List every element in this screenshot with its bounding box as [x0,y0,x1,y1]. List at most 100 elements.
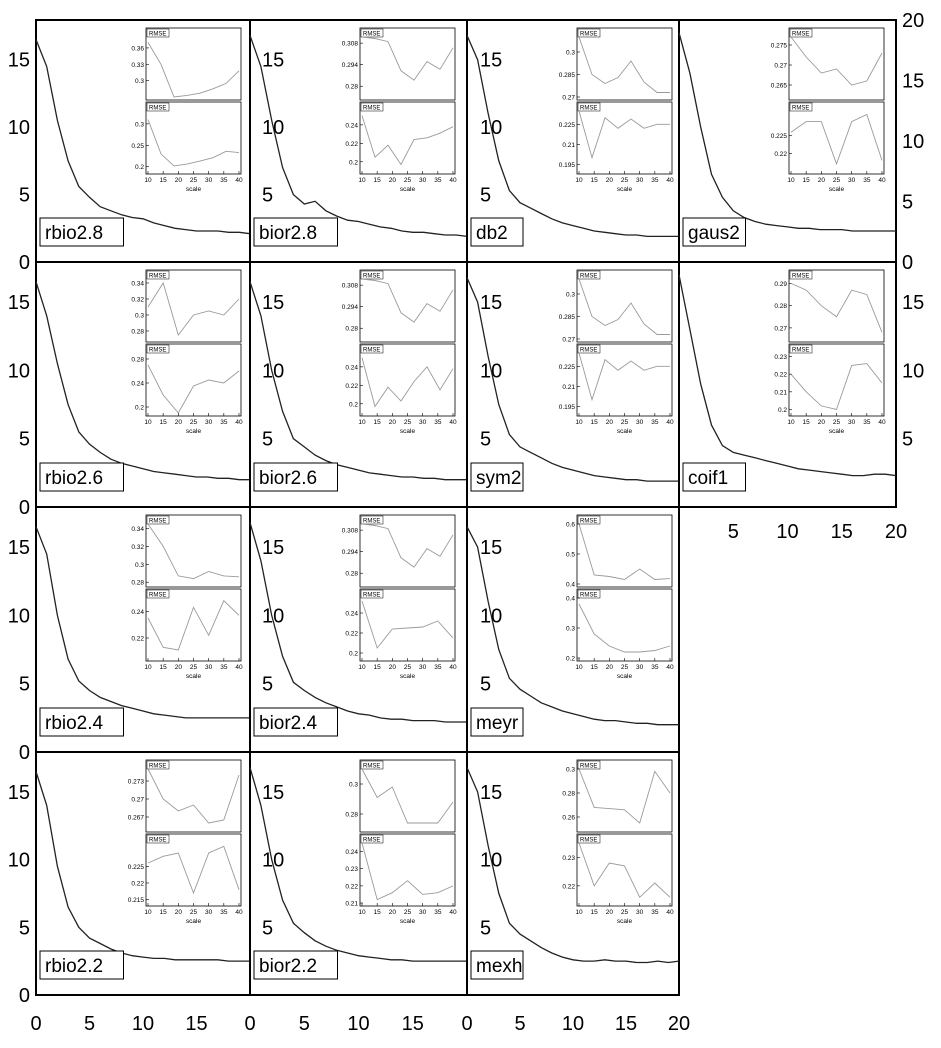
y-tick-label: 15 [8,50,30,72]
inset-x-tick-label: 40 [666,419,674,426]
inset-frame [145,27,242,101]
rmse-tag-text: RMSE [792,106,809,112]
inset-y-tick-label: 0.22 [345,383,358,390]
inset-x-tick-label: 10 [144,909,152,916]
rmse-tag-box [146,28,170,38]
rmse-tag-text: RMSE [363,348,380,354]
rmse-tag-text: RMSE [580,348,597,354]
y-tick-label: 5 [19,917,30,939]
inset-frame [145,759,242,833]
rmse-tag-box [146,270,170,280]
inset-x-tick-label: 20 [606,909,614,916]
inset-y-tick-label: 0.294 [342,304,359,311]
y-tick-label: 10 [480,605,502,627]
rmse-tag-text: RMSE [580,838,597,844]
x-tick-label: 0 [30,1013,41,1035]
rmse-tag-box [789,344,813,354]
inset-y-tick-label: 0.32 [131,297,144,304]
inset-x-axis-label: scale [400,186,416,193]
method-label: bior2.2 [253,950,338,980]
panel-sym2: sym2 RMSE 0.3 0.285 0.27 RMSE 0.225 0.21 0.195 10… [466,261,680,508]
inset-y-tick-label: 0.2 [349,159,358,166]
inset-top: RMSE 0.34 0.32 0.3 0.28 [131,269,242,343]
panel-bior2.2: bior2.2RMSE0.30.28RMSE0.240.230.220.2110… [249,751,468,996]
inset-y-tick-label: 0.27 [562,95,575,102]
inset-bottom: RMSE 0.225 0.21 0.195 10 15 20 25 30 35 40 scale [559,101,674,193]
method-label-text: gaus2 [688,223,740,244]
main-curve-line [35,39,251,235]
inset-x-tick-label: 20 [606,664,614,671]
inset-x-axis-label: scale [617,428,633,435]
y-tick-label: 5 [19,185,30,207]
inset-frame [788,269,885,343]
inset-x-tick-label: 25 [621,909,629,916]
method-label: coif1 [682,462,746,492]
inset-y-tick-label: 0.23 [345,866,358,873]
inset-top: RMSE 0.6 0.5 0.4 [566,514,673,589]
rmse-tag-text: RMSE [580,764,597,770]
inset-x-tick-label: 40 [235,419,243,426]
method-label-text: bior2.2 [259,956,317,977]
inset-y-tick-label: 0.22 [774,151,787,158]
inset-x-tick-label: 40 [878,419,886,426]
rmse-tag-text: RMSE [149,106,166,112]
inset-x-axis-label: scale [186,428,202,435]
right-y-axis: 0 5 10 15 20 5 10 15 [902,10,924,451]
x-tick-label: 10 [132,1013,154,1035]
inset-x-tick-label: 20 [175,909,183,916]
inset-y-tick-label: 0.267 [128,815,145,822]
inset-x-tick-label: 15 [591,419,599,426]
main-curve-line [466,35,679,238]
y-tick-label: 5 [262,674,273,696]
rmse-tag-text: RMSE [363,838,380,844]
inset-x-tick-label: 25 [621,664,629,671]
inset-y-tick-label: 0.34 [131,526,144,533]
x-tick-label: 5 [84,1013,95,1035]
method-label-text: meyr [476,713,519,734]
inset-x-axis-label: scale [829,186,845,193]
method-label-text: coif1 [688,468,728,489]
inset-x-axis-label: scale [617,186,633,193]
y-tick-label: 0 [902,252,913,274]
method-label-box [253,950,338,980]
inset-rmse-line [361,115,454,166]
rmse-tag-text: RMSE [792,32,809,38]
y-tick-label: 10 [8,360,30,382]
inset-bottom: RMSE 0.225 0.21 0.195 10 15 20 25 30 35 40 scale [559,343,674,435]
panel-gaus2: gaus2 RMSE 0.275 0.27 0.265 RMSE 0.225 0.22 10 15… [678,19,897,263]
inset-rmse-line [790,113,883,166]
x-tick-label: 5 [514,1013,525,1035]
inset-x-tick-label: 20 [175,419,183,426]
inset-y-tick-label: 0.4 [566,596,575,603]
method-label-text: rbio2.4 [45,713,104,734]
inset-rmse-line [361,768,454,824]
inset-x-tick-label: 15 [160,909,168,916]
x-tick-label: 0 [244,1013,255,1035]
method-label-box [682,462,746,492]
inset-y-tick-label: 0.3 [566,50,575,57]
inset-x-tick-label: 35 [220,419,228,426]
inset-x-tick-label: 10 [575,909,583,916]
inset-top: RMSE 0.273 0.27 0.267 [128,759,242,833]
inset-y-tick-label: 0.3 [349,782,358,789]
x-tick-label: 10 [776,521,798,543]
inset-y-tick-label: 0.32 [131,544,144,551]
y-tick-label: 15 [480,292,502,314]
inset-x-tick-label: 35 [651,909,659,916]
inset-frame [576,269,673,343]
method-label: mexh [470,950,524,980]
rmse-tag-text: RMSE [580,274,597,280]
rmse-tag-box [577,102,601,112]
inset-bottom: RMSE 0.225 0.22 10 15 20 25 30 35 40 scale [771,101,886,193]
inset-x-tick-label: 15 [160,419,168,426]
inset-bottom: RMSE 0.24 0.22 0.210 15 20 25 30 35 40 scale [345,588,457,680]
y-tick-label: 10 [262,850,284,872]
method-label-box [39,217,124,247]
panel-rbio2.8: rbio2.8 RMSE 0.36 0.33 0.3 RMSE 0.3 0.25 0.210 15… [35,19,251,263]
inset-x-tick-label: 35 [863,177,871,184]
inset-y-tick-label: 0.215 [128,897,145,904]
y-tick-label: 10 [8,605,30,627]
inset-y-tick-label: 0.27 [774,63,787,70]
inset-x-axis-label: scale [400,428,416,435]
